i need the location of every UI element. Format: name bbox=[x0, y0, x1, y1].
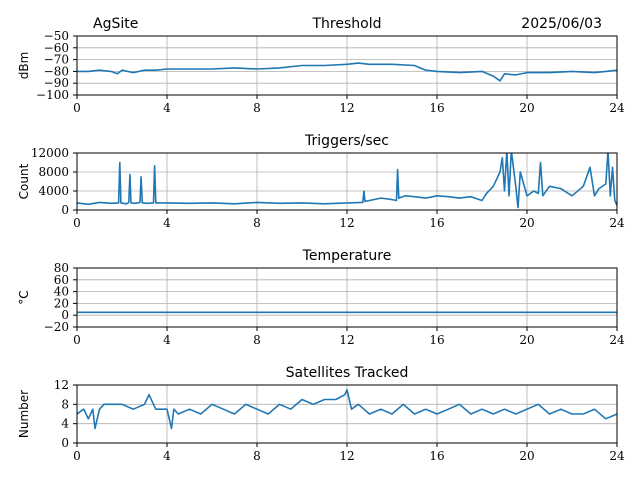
triggers-sec-xtick-label: 16 bbox=[429, 216, 444, 230]
satellites-tracked-ytick-label: 0 bbox=[61, 436, 69, 450]
temperature-xtick-label: 16 bbox=[429, 333, 444, 347]
threshold-xtick-label: 8 bbox=[253, 101, 261, 115]
triggers-sec-ytick-label: 12000 bbox=[31, 146, 69, 160]
threshold-xtick-label: 20 bbox=[519, 101, 534, 115]
threshold-ytick-label: −60 bbox=[44, 41, 69, 55]
satellites-tracked-xtick-label: 16 bbox=[429, 449, 444, 463]
temperature-ylabel: °C bbox=[17, 290, 31, 304]
temperature-xtick-label: 20 bbox=[519, 333, 534, 347]
triggers-sec-xtick-label: 8 bbox=[253, 216, 261, 230]
threshold-panel: 0 4 8 12 16 20 24 −100−90−80−70−60−50 Threshold d… bbox=[17, 16, 625, 115]
satellites-tracked-xtick-label: 20 bbox=[519, 449, 534, 463]
triggers-sec-xtick-label: 24 bbox=[609, 216, 625, 230]
chart-panels: 0 4 8 12 16 20 24 −100−90−80−70−60−50 Threshold d… bbox=[17, 16, 625, 463]
threshold-xtick-label: 0 bbox=[73, 101, 81, 115]
satellites-tracked-ytick-label: 8 bbox=[61, 397, 69, 411]
threshold-xtick-label: 16 bbox=[429, 101, 444, 115]
threshold-xtick-label: 4 bbox=[163, 101, 171, 115]
satellites-tracked-xtick-label: 8 bbox=[253, 449, 261, 463]
triggers-sec-title: Triggers/sec bbox=[304, 133, 389, 149]
temperature-xtick-label: 8 bbox=[253, 333, 261, 347]
triggers-sec-panel: 0 4 8 12 16 20 24 0 4000 8000 12000 Triggers/sec Cou… bbox=[17, 133, 625, 230]
temperature-ytick-label: 20 bbox=[54, 296, 69, 310]
temperature-ytick-label: 40 bbox=[54, 285, 69, 299]
threshold-ytick-label: −100 bbox=[36, 88, 69, 102]
threshold-series-line bbox=[77, 62, 617, 82]
triggers-sec-xtick-label: 4 bbox=[163, 216, 171, 230]
triggers-sec-xtick-label: 12 bbox=[339, 216, 354, 230]
satellites-tracked-xtick-label: 0 bbox=[73, 449, 81, 463]
satellites-tracked-xtick-label: 4 bbox=[163, 449, 171, 463]
triggers-sec-xtick-label: 20 bbox=[519, 216, 534, 230]
threshold-xtick-label: 24 bbox=[609, 101, 625, 115]
triggers-sec-ytick-label: 0 bbox=[61, 203, 69, 217]
temperature-ytick-label: 60 bbox=[54, 273, 69, 287]
triggers-sec-ylabel: Count bbox=[17, 163, 31, 199]
satellites-tracked-series-line bbox=[77, 388, 617, 430]
threshold-ytick-label: −90 bbox=[44, 76, 69, 90]
threshold-ytick-label: −50 bbox=[44, 29, 69, 43]
temperature-ytick-label: 80 bbox=[54, 261, 69, 275]
triggers-sec-ytick-label: 4000 bbox=[38, 184, 69, 198]
temperature-title: Temperature bbox=[302, 248, 392, 264]
temperature-xtick-label: 12 bbox=[339, 333, 354, 347]
threshold-ytick-label: −80 bbox=[44, 64, 69, 78]
threshold-ylabel: dBm bbox=[17, 52, 31, 80]
temperature-ytick-label: 0 bbox=[61, 308, 69, 322]
triggers-sec-xtick-label: 0 bbox=[73, 216, 81, 230]
temperature-ytick-label: −20 bbox=[44, 320, 69, 334]
satellites-tracked-title: Satellites Tracked bbox=[286, 365, 409, 381]
site-label: AgSite bbox=[93, 16, 138, 32]
satellites-tracked-xtick-label: 12 bbox=[339, 449, 354, 463]
temperature-xtick-label: 0 bbox=[73, 333, 81, 347]
date-label: 2025/06/03 bbox=[521, 16, 602, 32]
triggers-sec-ytick-label: 8000 bbox=[38, 165, 69, 179]
satellites-tracked-xtick-label: 24 bbox=[609, 449, 625, 463]
satellites-tracked-ytick-label: 12 bbox=[54, 378, 69, 392]
threshold-title: Threshold bbox=[312, 16, 382, 32]
temperature-xtick-label: 4 bbox=[163, 333, 171, 347]
satellites-tracked-ylabel: Number bbox=[17, 390, 31, 438]
temperature-xtick-label: 24 bbox=[609, 333, 625, 347]
threshold-ytick-label: −70 bbox=[44, 53, 69, 67]
triggers-sec-series-line bbox=[77, 153, 617, 209]
satellites-tracked-panel: 0 4 8 12 16 20 24 0 4 8 12 Satellites Tracked Number bbox=[17, 365, 625, 463]
threshold-xtick-label: 12 bbox=[339, 101, 354, 115]
satellites-tracked-ytick-label: 4 bbox=[61, 417, 69, 431]
